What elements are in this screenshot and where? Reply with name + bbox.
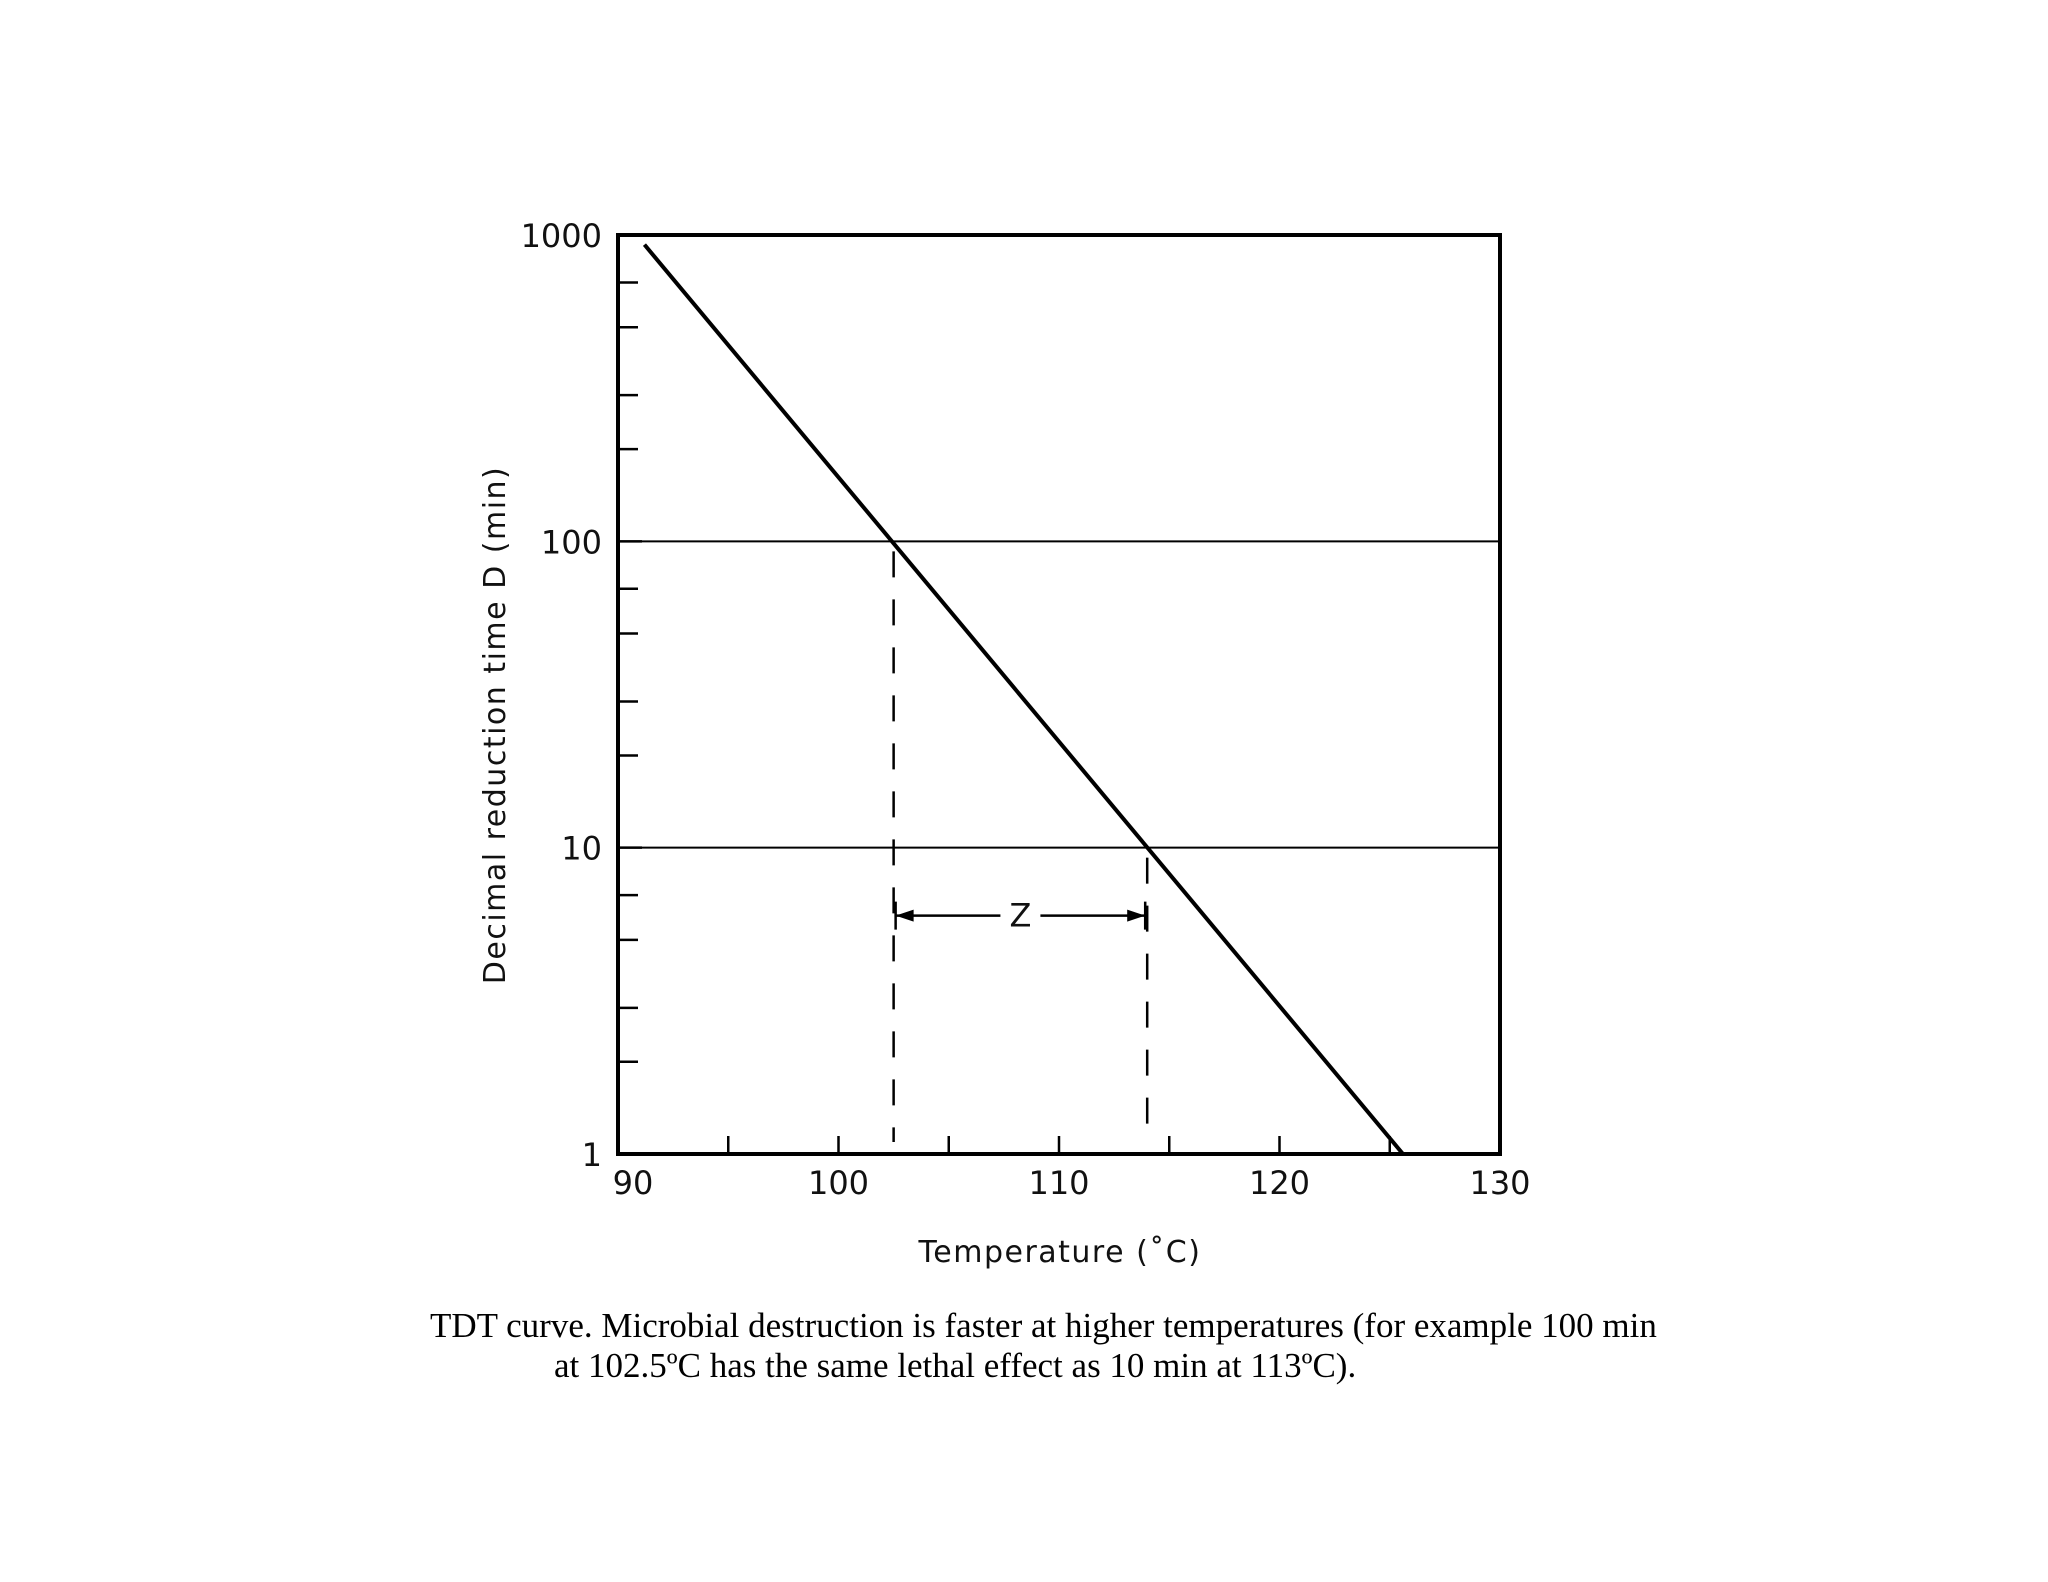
series-layer [642, 243, 1405, 1156]
x-tick-label: 90 [613, 1164, 654, 1202]
figure-caption: TDT curve. Microbial destruction is fast… [430, 1306, 1750, 1386]
y-tick-label: 100 [541, 523, 602, 561]
y-tick-label: 1 [582, 1136, 602, 1174]
z-annotation: Z [894, 897, 1147, 935]
z-arrowhead-left [895, 909, 914, 922]
z-arrowhead-right [1127, 909, 1146, 922]
y-tick-label: 1000 [521, 217, 602, 255]
reference-lines [892, 551, 1149, 1142]
caption-line-2: at 102.5ºC has the same lethal effect as… [554, 1346, 1357, 1385]
x-tick-label: 120 [1249, 1164, 1310, 1202]
x-tick-label: 110 [1028, 1164, 1089, 1202]
y-tick-label: 10 [561, 830, 602, 868]
y-axis-title: Decimal reduction time D (min) [478, 466, 513, 984]
x-axis-title: Temperature (˚C) [918, 1235, 1202, 1270]
grid-layer [618, 540, 1500, 849]
plot-frame [616, 233, 1502, 1156]
tdt-curve [642, 243, 1405, 1156]
x-tick-label: 130 [1469, 1164, 1530, 1202]
caption-line-1: TDT curve. Microbial destruction is fast… [430, 1306, 1657, 1345]
x-tick-label: 100 [808, 1164, 869, 1202]
z-label: Z [1009, 897, 1031, 935]
